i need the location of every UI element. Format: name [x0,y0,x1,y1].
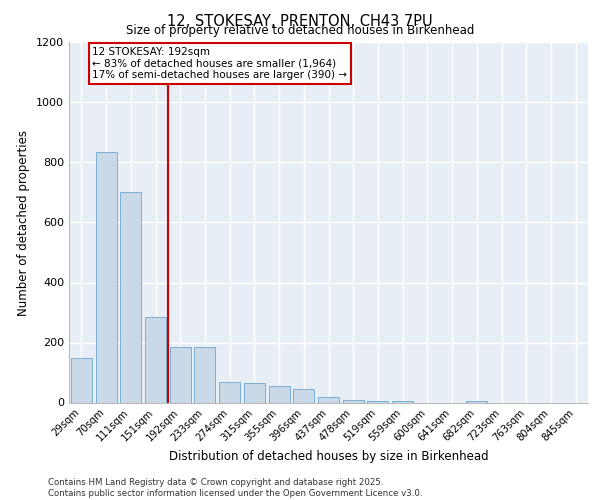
Bar [244,383,265,402]
Bar [194,347,215,403]
Bar [71,358,92,403]
Y-axis label: Number of detached properties: Number of detached properties [17,130,31,316]
Bar [293,389,314,402]
Bar [120,192,141,402]
Bar [219,382,240,402]
Bar [343,400,364,402]
Text: Contains HM Land Registry data © Crown copyright and database right 2025.
Contai: Contains HM Land Registry data © Crown c… [48,478,422,498]
Text: 12 STOKESAY: 192sqm
← 83% of detached houses are smaller (1,964)
17% of semi-det: 12 STOKESAY: 192sqm ← 83% of detached ho… [92,47,347,80]
Text: 12, STOKESAY, PRENTON, CH43 7PU: 12, STOKESAY, PRENTON, CH43 7PU [167,14,433,29]
Bar [269,386,290,402]
Bar [318,397,339,402]
Bar [95,152,116,403]
Text: Size of property relative to detached houses in Birkenhead: Size of property relative to detached ho… [126,24,474,37]
Bar [145,317,166,402]
X-axis label: Distribution of detached houses by size in Birkenhead: Distribution of detached houses by size … [169,450,488,463]
Bar [170,347,191,403]
